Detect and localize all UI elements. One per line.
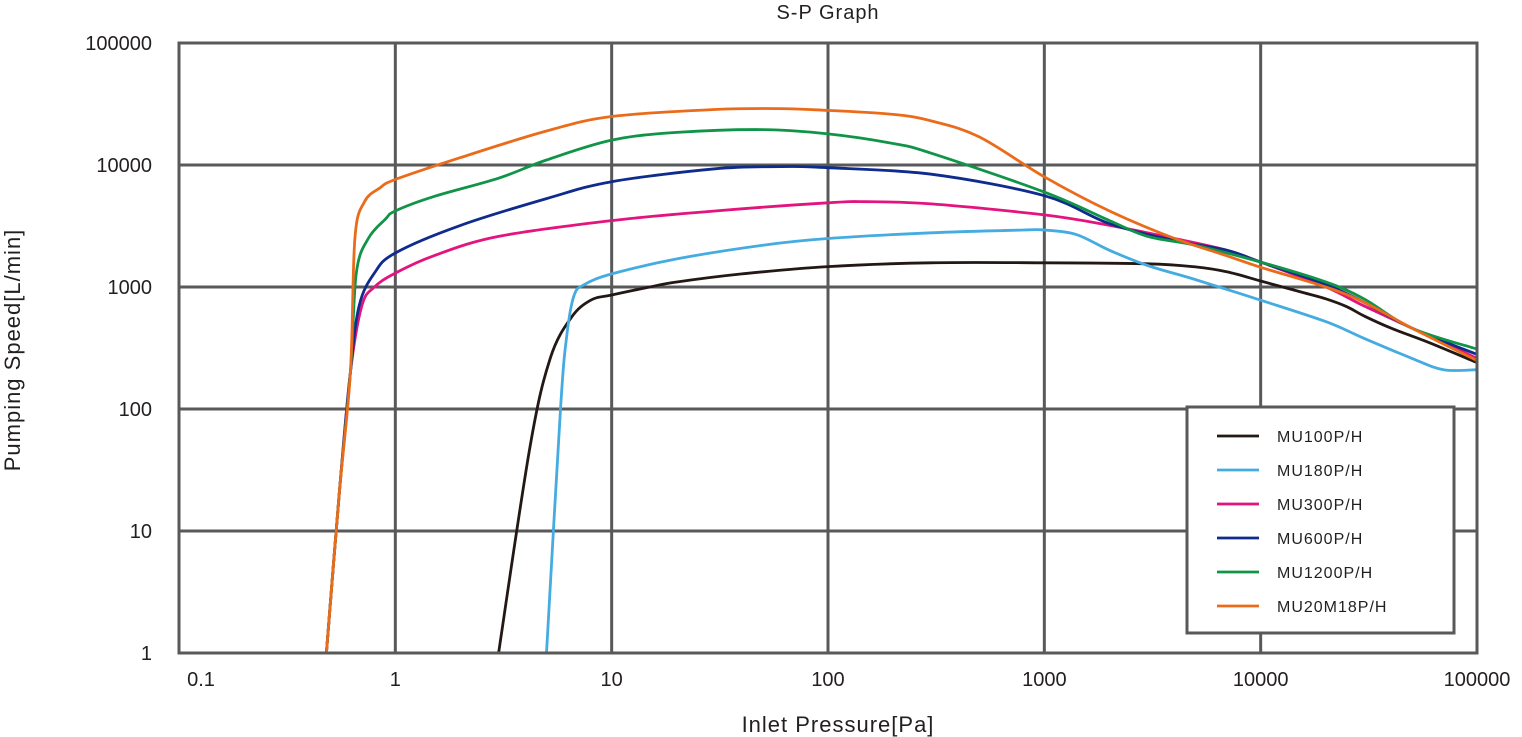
x-tick-label: 10 <box>601 669 623 691</box>
y-tick-label: 10000 <box>96 155 152 177</box>
legend-label: MU20M18P/H <box>1277 599 1387 616</box>
legend-label: MU1200P/H <box>1277 565 1373 582</box>
legend-label: MU180P/H <box>1277 463 1363 480</box>
chart-title: S-P Graph <box>776 2 879 24</box>
series-lines <box>325 107 1479 655</box>
y-tick-label: 100000 <box>85 33 152 55</box>
plot-frame <box>177 41 1479 655</box>
legend-label: MU100P/H <box>1277 429 1363 446</box>
x-tick-label: 10000 <box>1233 669 1289 691</box>
x-axis-label: Inlet Pressure[Pa] <box>742 712 935 737</box>
x-tick-label: 1 <box>390 669 401 691</box>
y-axis-ticks: 1 10 100 1000 10000 100000 <box>85 33 152 665</box>
y-tick-label: 1 <box>141 643 152 665</box>
x-tick-label: 1000 <box>1022 669 1067 691</box>
y-tick-label: 1000 <box>108 277 153 299</box>
legend: MU100P/H MU180P/H MU300P/H MU600P/H MU1200P/… <box>1185 405 1456 635</box>
x-tick-label: 100000 <box>1444 669 1511 691</box>
series-line-5 <box>325 107 1479 655</box>
y-axis-label: Pumping Speed[L/min] <box>0 229 25 472</box>
legend-label: MU600P/H <box>1277 531 1363 548</box>
legend-box <box>1185 405 1456 635</box>
y-tick-label: 10 <box>130 521 152 543</box>
x-tick-label: 100 <box>811 669 844 691</box>
x-tick-label: 0.1 <box>187 669 215 691</box>
legend-label: MU300P/H <box>1277 497 1363 514</box>
series-line-4 <box>325 128 1479 655</box>
y-tick-label: 100 <box>119 399 152 421</box>
series-line-0 <box>497 261 1479 655</box>
x-axis-ticks: 0.1 1 10 100 1000 10000 100000 <box>187 669 1510 691</box>
series-line-1 <box>545 228 1479 655</box>
